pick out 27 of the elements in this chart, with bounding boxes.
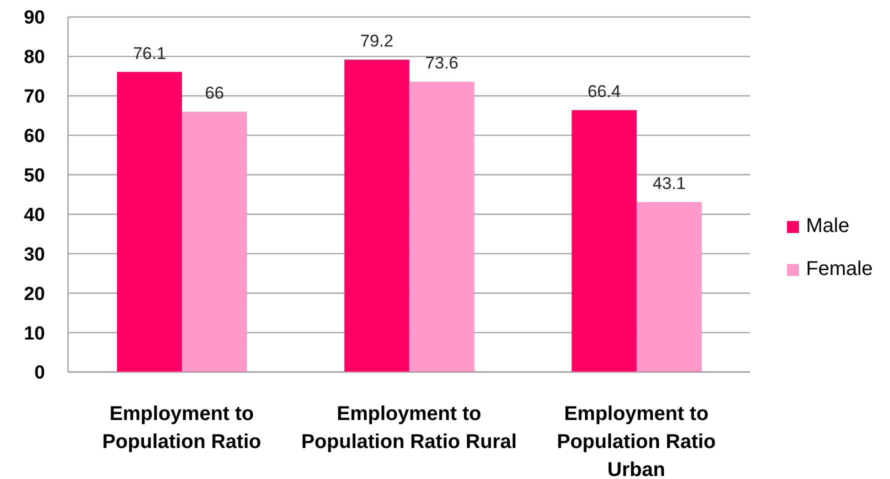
x-tick-label: Employment to Population Ratio Urban	[556, 403, 716, 479]
y-tick-label: 20	[24, 284, 45, 305]
legend-label: Female	[806, 258, 873, 281]
y-tick-label: 0	[34, 362, 45, 384]
data-label: 66.4	[588, 82, 621, 102]
x-tick-label: Employment to Population Ratio	[102, 403, 262, 453]
data-label: 79.2	[360, 32, 394, 51]
y-tick-label: 50	[24, 166, 45, 187]
data-label: 66	[205, 84, 224, 103]
y-tick-label: 90	[24, 8, 45, 29]
bar	[572, 110, 637, 372]
y-tick-label: 70	[24, 86, 45, 108]
data-label: 43.1	[652, 174, 686, 193]
bar	[636, 202, 702, 372]
bar	[182, 112, 247, 372]
bar	[344, 60, 410, 372]
y-tick-label: 40	[24, 204, 45, 226]
bar	[409, 82, 474, 372]
y-tick-label: 60	[24, 126, 45, 148]
y-tick-label: 10	[24, 323, 45, 344]
bar	[117, 72, 182, 372]
y-tick-label: 80	[24, 47, 45, 68]
data-label: 76.1	[132, 44, 166, 63]
y-tick-label: 30	[24, 244, 45, 266]
legend-label: Male	[806, 215, 850, 238]
x-tick-label: Employment to Population Ratio Rural	[301, 403, 517, 453]
data-label: 73.6	[425, 54, 458, 73]
